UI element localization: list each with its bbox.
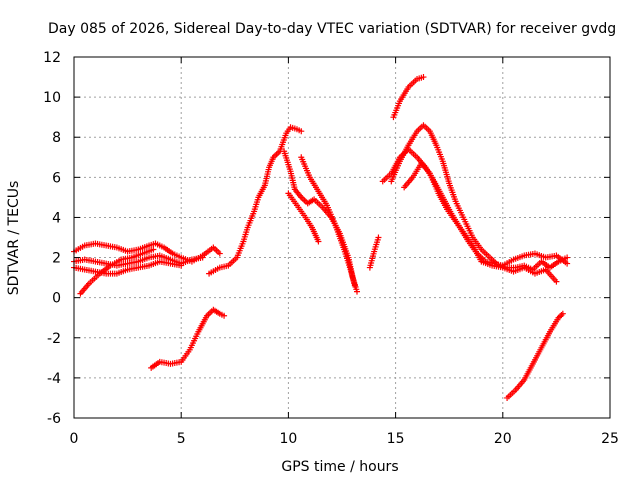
data-point — [199, 254, 206, 261]
y-tick-label: -4 — [47, 371, 61, 387]
y-tick-label: -2 — [47, 331, 61, 347]
data-point — [298, 128, 305, 135]
data-point — [564, 254, 571, 261]
series-track-o — [504, 310, 566, 401]
y-tick-label: 6 — [52, 170, 61, 186]
y-tick-label: 12 — [43, 50, 61, 66]
y-tick-label: 4 — [52, 210, 61, 226]
series-track-h — [285, 190, 322, 245]
data-point — [221, 312, 228, 319]
data-point — [178, 262, 185, 269]
series-track-e — [148, 306, 228, 371]
series-track-j — [366, 234, 382, 271]
x-tick-label: 25 — [601, 431, 619, 447]
data-point — [420, 74, 427, 81]
data-point — [375, 234, 382, 241]
axes-layer: 0 5 10 15 20 25 -6 -4 -2 0 2 4 6 8 10 12 — [43, 50, 619, 447]
x-axis-label: GPS time / hours — [281, 459, 398, 475]
x-tick-label: 5 — [177, 431, 186, 447]
data-point — [315, 238, 322, 245]
data-point — [216, 250, 223, 257]
data-point — [564, 260, 571, 267]
data-point — [354, 288, 361, 295]
y-tick-label: 10 — [43, 90, 61, 106]
plot-frame — [73, 56, 611, 419]
series-track-c — [71, 258, 185, 277]
y-tick-label: 2 — [52, 251, 61, 267]
chart-title: Day 085 of 2026, Sidereal Day-to-day VTE… — [48, 21, 616, 37]
series-track-f — [206, 124, 305, 277]
series-track-i — [298, 154, 358, 289]
series-track-d — [77, 246, 157, 297]
y-tick-label: -6 — [47, 411, 61, 427]
data-point — [351, 282, 358, 289]
y-axis-label: SDTVAR / TECUs — [6, 181, 22, 296]
x-tick-label: 20 — [494, 431, 512, 447]
x-tick-label: 10 — [279, 431, 297, 447]
x-tick-label: 15 — [387, 431, 405, 447]
data-point — [150, 246, 157, 253]
series-track-n — [401, 160, 560, 285]
data-marks — [71, 74, 571, 401]
data-point — [559, 310, 566, 317]
series-track-g — [281, 148, 361, 295]
series-track-l — [388, 122, 571, 273]
data-point — [553, 278, 560, 285]
y-tick-label: 0 — [52, 291, 61, 307]
x-tick-label: 0 — [70, 431, 79, 447]
y-tick-label: 8 — [52, 130, 61, 146]
series-track-k — [390, 74, 427, 121]
